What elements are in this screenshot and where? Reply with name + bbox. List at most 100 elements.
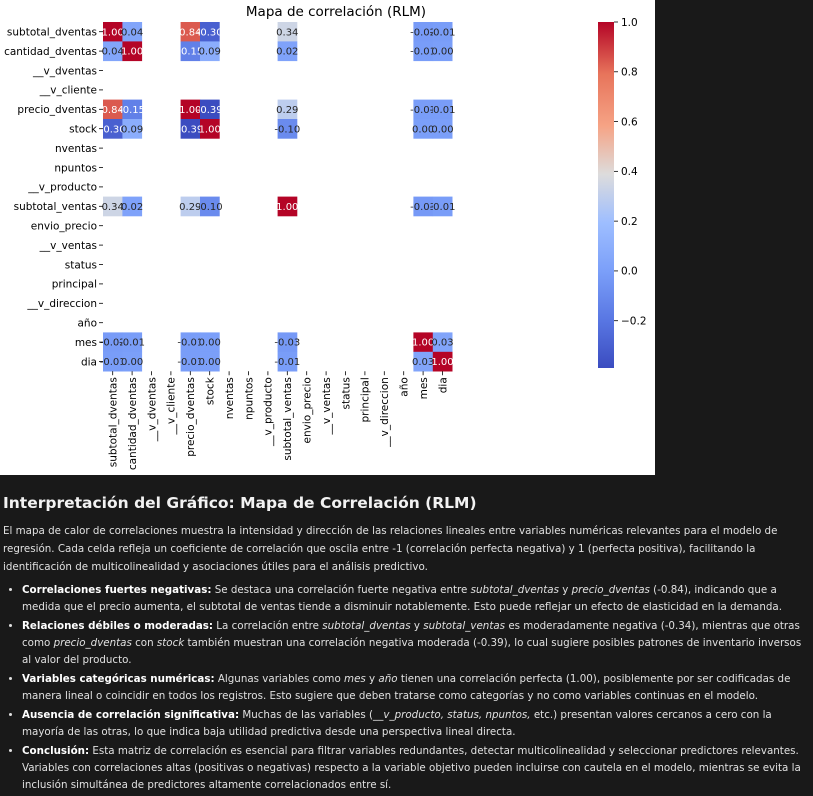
bullet-emphasis: subtotal_dventas — [322, 620, 411, 632]
heatmap-cell-label: 0.03 — [412, 357, 434, 368]
heatmap-cell-label: 0.09 — [121, 124, 143, 135]
bullet-text: con — [131, 637, 157, 649]
heatmap-cell-label: -0.02 — [410, 27, 436, 38]
bullet-emphasis: subtotal_dventas — [470, 584, 559, 596]
x-tick-label-v-ventas: __v_ventas — [321, 377, 333, 435]
heatmap-cell-label: 1.00 — [179, 105, 201, 116]
heatmap-cell-label: 1.00 — [121, 47, 143, 58]
bullet-emphasis: año — [378, 673, 398, 685]
x-tick-label-cantidad-dventas: cantidad_dventas — [127, 377, 139, 470]
heatmap-cell-label: 0.34 — [102, 202, 124, 213]
heatmap-cell-label: -0.30 — [100, 124, 126, 135]
x-tick-label-mes: mes — [418, 377, 430, 399]
heatmap-cell-label: 1.00 — [199, 124, 221, 135]
heatmap-cell — [277, 22, 298, 42]
heatmap-cell — [413, 99, 434, 120]
colorbar-tick-label: 0.2 — [621, 216, 638, 228]
bullet-text: La correlación entre — [213, 620, 323, 632]
x-tick-label-status: status — [340, 377, 352, 409]
bullet-emphasis: __v_producto, status, npuntos, — [373, 709, 531, 721]
y-tick-label-v-dventas: __v_dventas — [32, 65, 97, 77]
heatmap-cell-label: 0.34 — [276, 27, 298, 38]
heatmap-cell-label: -0.01 — [410, 105, 436, 116]
x-tick-label-precio-dventas: precio_dventas — [185, 377, 197, 457]
colorbar-tick-label: 0.6 — [621, 116, 638, 128]
heatmap-cell — [413, 196, 434, 217]
y-tick-label-status: status — [65, 259, 97, 271]
heatmap-cell — [432, 332, 453, 353]
heatmap-cell — [200, 22, 220, 42]
interpretation-bullet: Conclusión: Esta matriz de correlación e… — [22, 743, 808, 794]
heatmap-cell — [180, 196, 201, 217]
y-tick-label-subtotal-ventas: subtotal_ventas — [14, 201, 97, 213]
heatmap-cell-label: 0.00 — [431, 47, 453, 58]
heatmap-cell — [122, 99, 143, 120]
x-tick-label-principal: principal — [360, 377, 372, 422]
colorbar-tick-label: 0.8 — [621, 67, 638, 79]
heatmap-cell — [277, 332, 298, 353]
heatmap-cell-label: 0.02 — [121, 202, 143, 213]
heatmap-cell-label: 0.00 — [199, 357, 221, 368]
heatmap-cell-label: -0.03 — [274, 338, 300, 349]
heatmap-cell-label: -0.01 — [410, 47, 436, 58]
bullet-emphasis: stock — [156, 637, 185, 649]
heatmap-cell — [413, 41, 434, 62]
heatmap-cell — [277, 41, 298, 62]
x-tick-label-año: año — [399, 377, 411, 397]
x-tick-label-v-dventas: __v_dventas — [146, 377, 158, 442]
heatmap-cell — [180, 41, 201, 62]
y-tick-label-dia: dia — [81, 356, 97, 368]
heatmap-cell — [180, 99, 201, 120]
colorbar-tick-label: 0.0 — [621, 266, 638, 278]
heatmap-cell — [103, 332, 123, 353]
heatmap-cell — [122, 119, 143, 139]
x-tick-label-subtotal-ventas: subtotal_ventas — [282, 377, 294, 460]
x-tick-label-dia: dia — [437, 377, 449, 393]
intro-paragraph: El mapa de calor de correlaciones muestr… — [3, 525, 778, 573]
y-tick-label-mes: mes — [75, 337, 97, 349]
heatmap-cell — [200, 119, 220, 139]
heatmap-cell-label: 0.29 — [276, 105, 298, 116]
bullet-label: Relaciones débiles o moderadas: — [22, 620, 214, 632]
heatmap-cell-label: -0.01 — [430, 27, 456, 38]
y-tick-label-nventas: nventas — [55, 143, 97, 155]
heatmap-cell-label: 1.00 — [431, 357, 453, 368]
interpretation-bullet: Relaciones débiles o moderadas: La corre… — [22, 618, 808, 669]
heatmap-cell-label: -0.15 — [177, 47, 203, 58]
heatmap-cell-label: -0.01 — [100, 357, 126, 368]
correlation-heatmap: Mapa de correlación (RLM) 1.000.04 0.84-0… — [4, 4, 646, 470]
heatmap-cell-label: -0.10 — [197, 202, 223, 213]
heatmap-cell — [122, 332, 143, 353]
heatmap-cell-label: 0.00 — [412, 124, 434, 135]
interpretation-heading: Interpretación del Gráfico: Mapa de Corr… — [3, 494, 477, 512]
colorbar-tick-label: 0.4 — [621, 166, 638, 178]
colorbar — [598, 22, 614, 368]
heatmap-cell — [413, 332, 434, 353]
chart-title: Mapa de correlación (RLM) — [246, 4, 426, 20]
heatmap-cell-label: 0.04 — [121, 27, 143, 38]
heatmap-cell-label: -0.10 — [274, 124, 300, 135]
heatmap-cell-label: -0.01 — [177, 338, 203, 349]
y-tick-label-v-producto: __v_producto — [27, 182, 97, 194]
heatmap-cell-label: 0.84 — [102, 105, 124, 116]
heatmap-cell-label: 1.00 — [276, 202, 298, 213]
bullet-text: y — [410, 620, 424, 632]
heatmap-cell — [180, 332, 201, 353]
heatmap-cell — [432, 351, 453, 372]
y-tick-label-precio-dventas: precio_dventas — [17, 104, 97, 116]
y-tick-label-envio-precio: envio_precio — [31, 221, 97, 233]
interpretation-list: Correlaciones fuertes negativas: Se dest… — [0, 582, 808, 796]
heatmap-cell-label: 1.00 — [102, 27, 124, 38]
chart-panel: Mapa de correlación (RLM) 1.00 0.04 0.84 -0… — [0, 0, 655, 475]
heatmap-cell-label: -0.30 — [197, 27, 223, 38]
heatmap-cell — [103, 22, 123, 42]
y-tick-label-principal: principal — [52, 279, 97, 291]
bullet-text: Algunas variables como — [214, 673, 345, 685]
heatmap-cell — [122, 41, 143, 62]
bullet-emphasis: precio_dventas — [571, 584, 650, 596]
heatmap-cell — [200, 196, 220, 217]
bullet-text: también muestran una correlación negativ… — [22, 637, 802, 666]
heatmap-cell-label: 0.09 — [199, 47, 221, 58]
heatmap-cell-label: -0.01 — [430, 202, 456, 213]
heatmap-cell — [180, 119, 201, 139]
